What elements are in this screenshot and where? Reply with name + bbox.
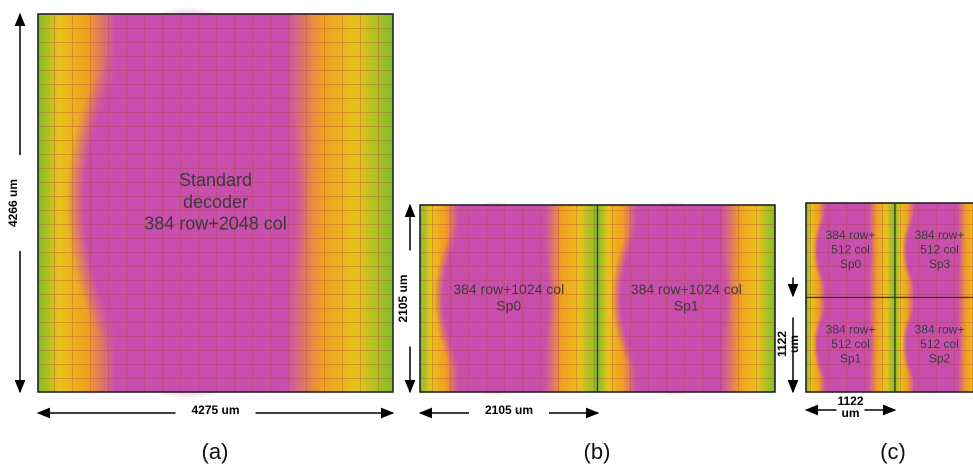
block-label: 384 row+ — [826, 228, 876, 242]
block-label: 512 col — [920, 337, 959, 351]
block-label: Sp2 — [929, 351, 951, 365]
block-label: 512 col — [831, 337, 870, 351]
block-label: 384 row+ — [915, 228, 965, 242]
block-label: 384 row+ — [826, 323, 876, 337]
height-label: 4266 um — [6, 179, 20, 227]
panel-caption: (b) — [584, 439, 611, 464]
row-lines — [895, 203, 973, 298]
height-label: 1122 — [775, 331, 789, 357]
block-label: Sp1 — [840, 351, 862, 365]
width-label: um — [842, 406, 860, 420]
width-label: 2105 um — [485, 403, 533, 417]
row-lines — [895, 297, 973, 392]
block-label: 512 col — [920, 242, 959, 256]
panel-border — [805, 202, 973, 393]
block-label: Sp3 — [929, 257, 951, 271]
block-label: 512 col — [831, 242, 870, 256]
panel-border — [37, 13, 394, 393]
height-label: 2105 um — [396, 274, 410, 322]
block-label: Standard — [179, 170, 252, 190]
row-lines — [806, 297, 895, 392]
panel-caption: (a) — [202, 439, 229, 464]
row-lines — [806, 203, 895, 298]
row-lines — [597, 205, 775, 392]
block-label: 384 row+1024 col — [453, 281, 564, 297]
block-label: decoder — [183, 192, 248, 212]
block-label: 384 row+ — [915, 323, 965, 337]
width-label: 1122 — [837, 394, 863, 408]
panel-border — [419, 204, 776, 393]
row-lines — [420, 205, 598, 392]
block-label: Sp0 — [496, 298, 521, 314]
panel-caption: (c) — [880, 439, 906, 464]
height-label: um — [787, 335, 801, 353]
block-label: 384 row+2048 col — [144, 213, 287, 233]
block-label: Sp1 — [674, 298, 699, 314]
width-label: 4275 um — [191, 403, 239, 417]
block-label: Sp0 — [840, 257, 862, 271]
row-lines — [38, 14, 393, 392]
block-label: 384 row+1024 col — [631, 281, 742, 297]
